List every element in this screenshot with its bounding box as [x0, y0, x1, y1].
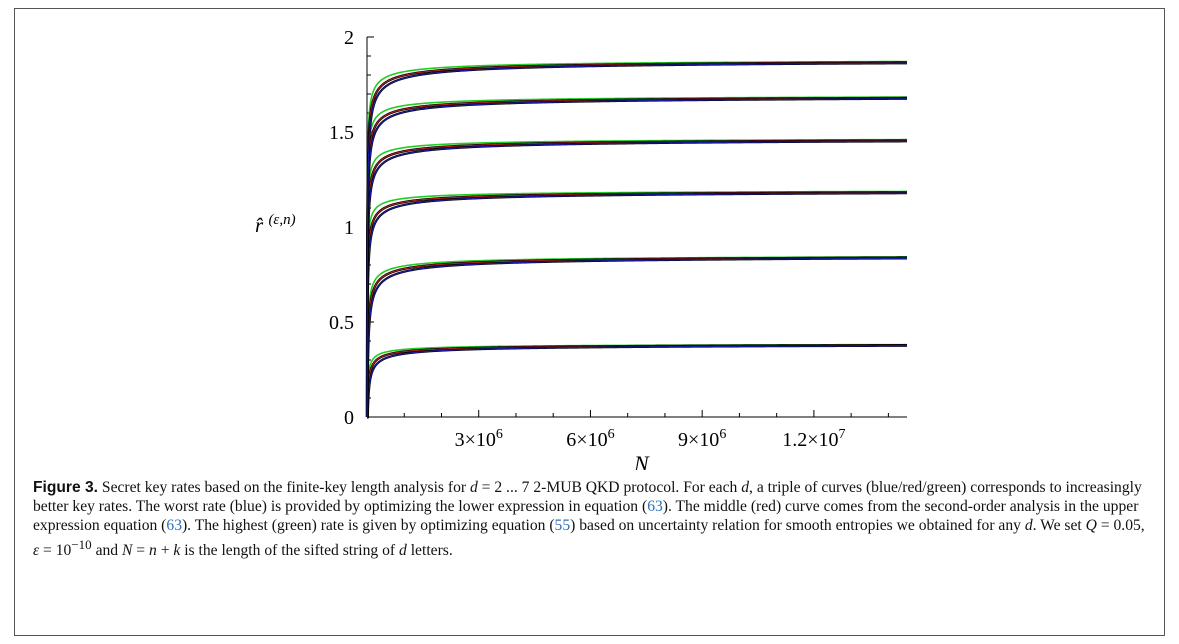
- caption-ref-63a[interactable]: 63: [647, 498, 663, 515]
- x-tick-exponent: 6: [496, 427, 503, 442]
- caption-text-2: , a triple of curves (blue/red/green) co…: [33, 479, 1142, 515]
- caption-text-3: ). The middle (red) curve comes from the…: [33, 498, 1139, 534]
- caption-exp: −10: [71, 537, 92, 552]
- curve-blue: [366, 140, 908, 418]
- y-tick-label: 2: [344, 27, 354, 49]
- curve-red-outline: [366, 343, 908, 419]
- y-tick-label: 0: [344, 407, 354, 429]
- curve-red-outline: [365, 139, 908, 419]
- caption-n: n: [149, 542, 157, 560]
- caption-d-2: d: [741, 479, 750, 496]
- curve-blue: [366, 257, 908, 418]
- curve-red-outline: [365, 191, 908, 419]
- figure-caption: Figure 3. Secret key rates based on the …: [33, 478, 1148, 560]
- axes: [366, 37, 907, 418]
- x-tick-mantissa: 9×10: [678, 429, 719, 451]
- curve-group-d3: [366, 256, 908, 419]
- curve-blue: [366, 62, 908, 418]
- caption-text-1b: = 2 ... 7 2-MUB QKD protocol. For each: [477, 479, 742, 496]
- caption-text-9: and: [91, 542, 122, 560]
- curve-blue: [366, 192, 908, 418]
- x-tick-exponent: 6: [608, 427, 615, 442]
- curve-green: [366, 96, 908, 353]
- curve-group-d4: [365, 190, 908, 419]
- x-tick-label: 3×106: [455, 427, 503, 451]
- curve-group-d7: [365, 60, 908, 419]
- caption-N: N: [122, 542, 133, 560]
- curve-blue-outline: [366, 192, 908, 419]
- curve-red-outline: [366, 256, 908, 419]
- y-axis-label-text: r̂: [255, 213, 264, 237]
- caption-text-10: =: [132, 542, 149, 560]
- curve-green: [366, 190, 908, 400]
- curve-blue: [367, 345, 908, 418]
- caption-d: d: [469, 479, 478, 496]
- y-axis-label: r̂ (ε,n): [255, 212, 296, 237]
- caption-label: Figure 3.: [33, 479, 98, 496]
- curve-blue-outline: [366, 344, 908, 419]
- caption-d-3: d: [1024, 517, 1033, 534]
- curve-green: [366, 343, 908, 418]
- caption-text-11: +: [156, 542, 174, 560]
- y-tick-label: 0.5: [329, 312, 354, 334]
- x-ticks: 3×106 6×106 9×106 1.2×107: [403, 410, 889, 451]
- y-tick-label: 1.5: [329, 122, 354, 144]
- caption-q: Q: [1085, 517, 1097, 534]
- curve-red-outline: [365, 61, 908, 419]
- x-axis-label: N: [633, 451, 650, 470]
- x-tick-mantissa: 1.2×10: [782, 429, 838, 451]
- curves: [365, 60, 908, 419]
- chart: 00.511.52 3×106 6×106 9×106 1.2×107 r̂ (ε,n…: [255, 27, 908, 470]
- caption-text-5: ) based on uncertainty relation for smoo…: [570, 517, 1025, 534]
- x-tick-exponent: 7: [839, 427, 846, 442]
- curve-blue-outline: [366, 140, 908, 419]
- x-tick-exponent: 6: [719, 427, 726, 442]
- curve-blue-outline: [366, 62, 908, 419]
- caption-text-6: . We set: [1032, 517, 1086, 534]
- caption-d-4: d: [399, 542, 407, 560]
- curve-group-d2: [366, 343, 908, 419]
- x-tick-label: 9×106: [678, 427, 726, 451]
- curve-red: [366, 140, 908, 418]
- curve-red: [366, 61, 908, 418]
- curve-red: [366, 257, 908, 418]
- caption-k: k: [173, 542, 181, 560]
- curve-green: [366, 256, 908, 418]
- caption-text-13: letters.: [406, 542, 453, 560]
- x-tick-mantissa: 6×10: [566, 429, 607, 451]
- curve-red: [366, 344, 908, 418]
- caption-text-8: = 10: [39, 542, 72, 560]
- curve-group-d6: [365, 96, 908, 419]
- curve-green: [366, 60, 908, 366]
- caption-text-4: ). The highest (green) rate is given by …: [181, 517, 555, 534]
- x-tick-label: 6×106: [566, 427, 614, 451]
- curve-blue: [366, 98, 908, 418]
- curve-group-d5: [365, 138, 908, 419]
- curve-red: [366, 191, 908, 418]
- caption-text-1: Secret key rates based on the finite-key…: [98, 479, 470, 496]
- caption-eps: ε: [33, 542, 40, 560]
- caption-ref-63b[interactable]: 63: [166, 517, 182, 534]
- y-axis-label-sup: (ε,n): [268, 212, 295, 228]
- caption-ref-55[interactable]: 55: [554, 517, 571, 534]
- x-tick-label: 1.2×107: [782, 427, 845, 451]
- x-tick-mantissa: 3×10: [455, 429, 496, 451]
- y-tick-label: 1: [344, 217, 354, 239]
- curve-blue-outline: [366, 257, 908, 419]
- figure-frame: [14, 8, 1165, 636]
- caption-text-12: is the length of the sifted string of: [180, 542, 400, 560]
- caption-text-7: = 0.05,: [1096, 517, 1145, 534]
